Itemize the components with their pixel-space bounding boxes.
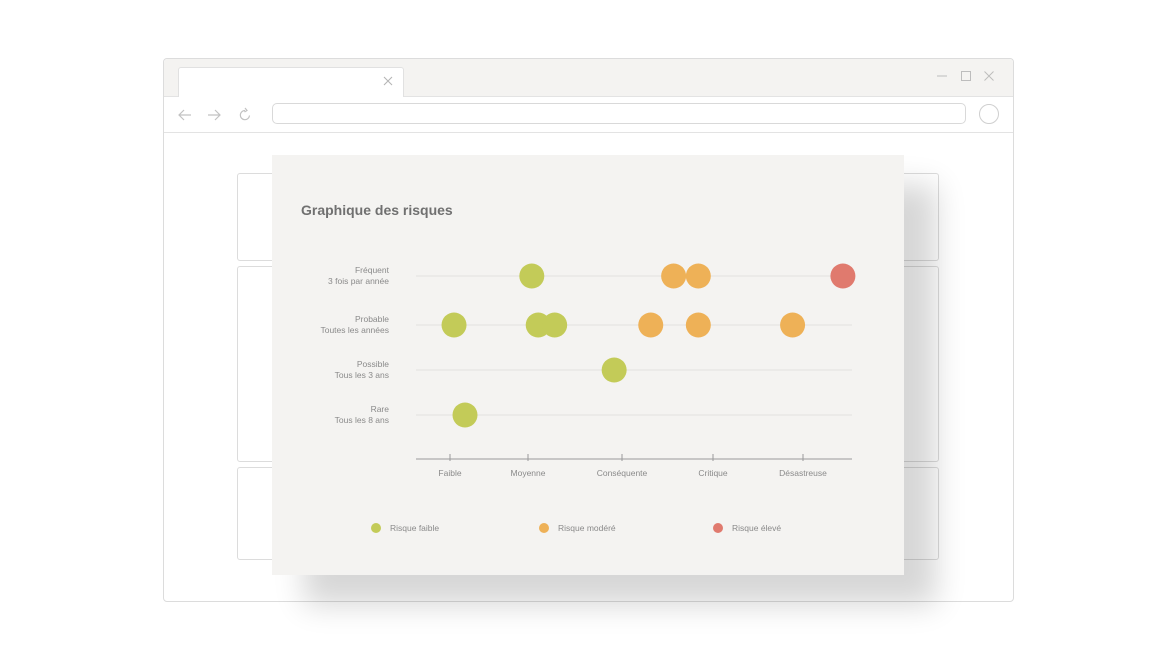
data-point xyxy=(685,263,711,289)
y-tick-label: 3 fois par année xyxy=(328,276,389,286)
tab-bar xyxy=(164,59,1013,97)
back-arrow-icon[interactable] xyxy=(176,106,194,124)
x-tick-label: Faible xyxy=(438,468,461,478)
legend-marker xyxy=(539,523,549,533)
data-point xyxy=(830,263,856,289)
navigation-bar xyxy=(164,97,1013,133)
data-point xyxy=(638,312,664,338)
x-tick-label: Critique xyxy=(698,468,728,478)
legend-label: Risque modéré xyxy=(558,523,616,533)
data-point xyxy=(441,312,467,338)
legend-label: Risque faible xyxy=(390,523,439,533)
x-tick-label: Conséquente xyxy=(597,468,648,478)
forward-arrow-icon[interactable] xyxy=(205,106,223,124)
minimize-icon[interactable] xyxy=(936,70,948,82)
y-tick-label: Fréquent xyxy=(355,265,390,275)
y-tick-label: Probable xyxy=(355,314,389,324)
close-icon[interactable] xyxy=(983,70,995,82)
maximize-icon[interactable] xyxy=(960,70,972,82)
data-point xyxy=(519,263,545,289)
legend-marker xyxy=(371,523,381,533)
reload-icon[interactable] xyxy=(236,106,254,124)
address-bar[interactable] xyxy=(272,103,966,124)
y-tick-label: Possible xyxy=(357,359,389,369)
legend-marker xyxy=(713,523,723,533)
data-point xyxy=(685,312,711,338)
y-tick-label: Tous les 3 ans xyxy=(335,370,389,380)
data-point xyxy=(601,357,627,383)
data-point xyxy=(542,312,568,338)
y-tick-label: Rare xyxy=(371,404,390,414)
data-point xyxy=(661,263,687,289)
y-tick-label: Tous les 8 ans xyxy=(335,415,389,425)
legend-label: Risque élevé xyxy=(732,523,781,533)
data-point xyxy=(452,402,478,428)
profile-icon[interactable] xyxy=(979,104,999,124)
close-icon[interactable] xyxy=(381,74,395,88)
browser-tab[interactable] xyxy=(178,67,404,97)
y-tick-label: Toutes les années xyxy=(320,325,389,335)
risk-chart-card: Graphique des risques Fréquent 3 fois par … xyxy=(272,155,904,575)
x-tick-label: Désastreuse xyxy=(779,468,827,478)
chart-title: Graphique des risques xyxy=(301,202,453,218)
x-tick-label: Moyenne xyxy=(511,468,546,478)
data-point xyxy=(780,312,806,338)
